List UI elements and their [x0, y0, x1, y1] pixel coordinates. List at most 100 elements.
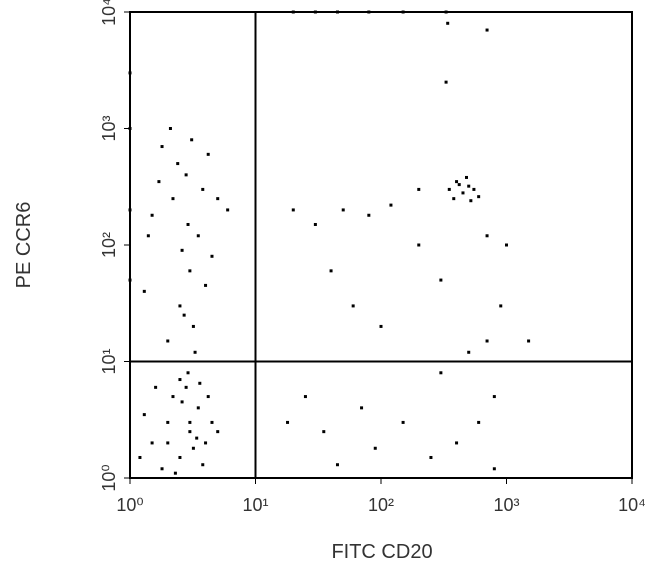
dot: [401, 10, 405, 14]
dot: [210, 254, 214, 258]
dot: [157, 180, 161, 184]
dot: [464, 175, 468, 179]
dot: [180, 400, 184, 404]
dot: [204, 441, 208, 445]
x-axis-title: FITC CD20: [331, 541, 432, 563]
dot: [178, 455, 182, 459]
dot: [176, 162, 180, 166]
dot: [467, 184, 471, 188]
dot: [367, 10, 371, 14]
dot: [444, 80, 448, 84]
dot: [191, 446, 195, 450]
dot: [191, 324, 195, 328]
dot: [210, 420, 214, 424]
dot: [439, 371, 443, 375]
dot: [226, 208, 230, 212]
dot: [188, 420, 192, 424]
dot: [188, 269, 192, 273]
dot: [417, 187, 421, 191]
dot: [178, 304, 182, 308]
dot: [178, 378, 182, 382]
y-tick-label: 10³: [99, 115, 119, 141]
dot: [166, 420, 170, 424]
dot: [499, 304, 503, 308]
dot: [446, 21, 450, 25]
dot: [485, 339, 489, 343]
dot: [171, 197, 175, 201]
dot: [286, 420, 290, 424]
dot: [128, 71, 132, 75]
dot: [452, 197, 456, 201]
dot: [335, 10, 339, 14]
dot: [439, 278, 443, 282]
dot: [455, 441, 459, 445]
dot: [193, 350, 197, 354]
dot: [180, 248, 184, 252]
dot: [367, 213, 371, 217]
dot: [467, 350, 471, 354]
dot: [190, 138, 194, 142]
dot: [150, 213, 154, 217]
y-tick-label: 10⁴: [99, 0, 119, 26]
x-tick-label: 10³: [493, 495, 519, 515]
dot: [313, 10, 317, 14]
dot: [379, 324, 383, 328]
y-tick-label: 10¹: [99, 348, 119, 374]
y-axis-title: PE CCR6: [13, 202, 35, 289]
dot: [389, 203, 393, 207]
dot: [469, 199, 473, 203]
dot: [455, 180, 459, 184]
dot: [173, 471, 177, 475]
x-tick-label: 10²: [368, 495, 394, 515]
dot: [128, 278, 132, 282]
y-tick-label: 10²: [99, 232, 119, 258]
dot: [184, 173, 188, 177]
y-tick-label: 10⁰: [99, 464, 119, 491]
dot: [160, 467, 164, 471]
dot: [401, 420, 405, 424]
dot: [166, 339, 170, 343]
dot: [429, 455, 433, 459]
dot: [313, 222, 317, 226]
dot: [150, 441, 154, 445]
dot: [186, 371, 190, 375]
dot: [527, 339, 531, 343]
x-tick-label: 10¹: [242, 495, 268, 515]
dot: [447, 187, 451, 191]
dot: [188, 430, 192, 434]
dot: [128, 208, 132, 212]
plot-frame: [129, 11, 633, 479]
dot: [329, 269, 333, 273]
dot: [146, 234, 150, 238]
dot: [201, 463, 205, 467]
dot: [461, 191, 465, 195]
dot: [505, 243, 508, 247]
dot: [477, 420, 481, 424]
dot: [198, 381, 202, 385]
dot: [204, 283, 208, 287]
dot: [154, 385, 158, 389]
dot: [184, 385, 188, 389]
dot: [492, 467, 496, 471]
dot: [457, 183, 461, 187]
x-tick-label: 10⁰: [116, 495, 143, 515]
dot: [472, 187, 476, 191]
dot: [291, 10, 295, 14]
x-tick-label: 10⁴: [618, 495, 646, 515]
dot: [138, 455, 142, 459]
dot: [195, 436, 199, 440]
dot: [485, 28, 489, 32]
dot: [128, 127, 132, 130]
dot: [444, 10, 448, 14]
dot: [142, 289, 146, 293]
dot: [216, 430, 220, 434]
dot: [322, 430, 326, 434]
dot: [201, 187, 205, 191]
dot: [168, 127, 172, 130]
dot: [417, 243, 421, 247]
dot: [196, 234, 200, 238]
dot: [216, 197, 220, 201]
dot: [196, 406, 200, 410]
dot: [142, 413, 146, 417]
